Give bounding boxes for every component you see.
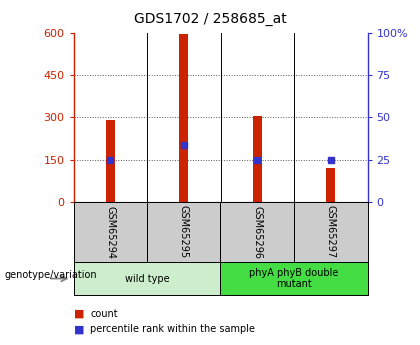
Text: wild type: wild type — [125, 274, 169, 284]
Bar — [106, 120, 115, 202]
Text: GSM65296: GSM65296 — [252, 206, 262, 258]
Bar — [326, 168, 335, 202]
Bar — [253, 116, 262, 202]
Text: GSM65297: GSM65297 — [326, 206, 336, 258]
Text: phyA phyB double
mutant: phyA phyB double mutant — [249, 268, 339, 289]
Text: genotype/variation: genotype/variation — [4, 270, 97, 280]
Text: GSM65295: GSM65295 — [179, 206, 189, 258]
Text: GDS1702 / 258685_at: GDS1702 / 258685_at — [134, 12, 286, 26]
Text: count: count — [90, 309, 118, 319]
Text: ■: ■ — [74, 309, 84, 319]
Text: percentile rank within the sample: percentile rank within the sample — [90, 325, 255, 334]
Text: ■: ■ — [74, 325, 84, 334]
Text: GSM65294: GSM65294 — [105, 206, 115, 258]
Bar — [179, 33, 188, 202]
